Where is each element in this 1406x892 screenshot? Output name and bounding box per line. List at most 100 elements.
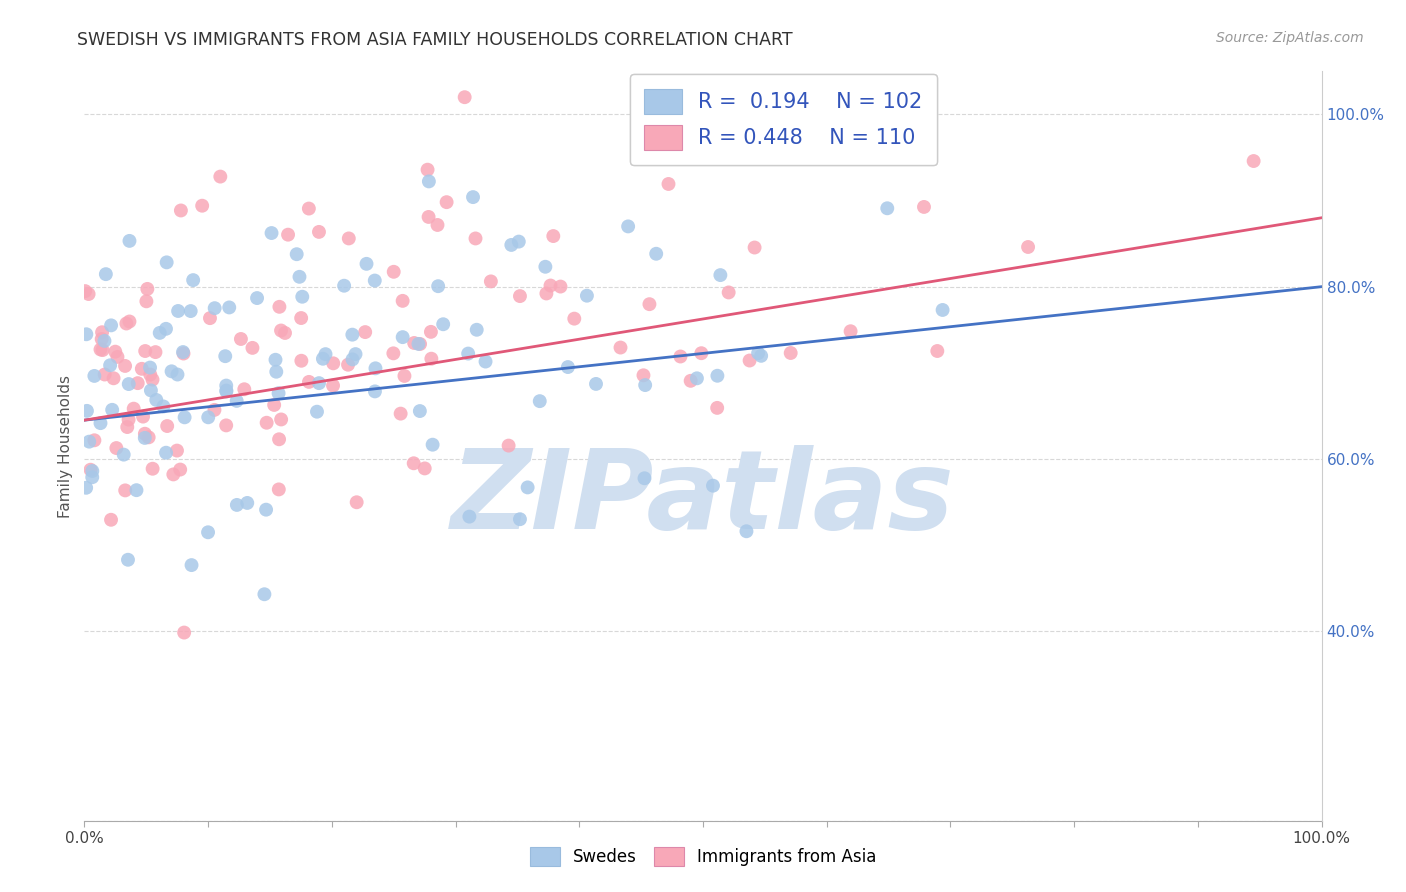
Point bbox=[285, 247, 308, 261]
Point bbox=[263, 398, 285, 412]
Point bbox=[333, 278, 356, 293]
Point bbox=[114, 359, 136, 373]
Text: SWEDISH VS IMMIGRANTS FROM ASIA FAMILY HOUSEHOLDS CORRELATION CHART: SWEDISH VS IMMIGRANTS FROM ASIA FAMILY H… bbox=[77, 31, 793, 49]
Point bbox=[474, 354, 496, 368]
Point bbox=[122, 401, 145, 416]
Point bbox=[91, 343, 114, 357]
Point bbox=[543, 229, 565, 244]
Point bbox=[197, 525, 219, 540]
Point bbox=[458, 509, 481, 524]
Point bbox=[127, 376, 149, 391]
Point bbox=[342, 327, 364, 342]
Point bbox=[686, 371, 709, 385]
Point bbox=[457, 346, 479, 360]
Point bbox=[167, 304, 190, 318]
Point bbox=[253, 587, 276, 601]
Point bbox=[152, 400, 174, 414]
Point bbox=[204, 301, 226, 315]
Point bbox=[413, 461, 436, 475]
Point bbox=[738, 353, 761, 368]
Point bbox=[214, 349, 236, 363]
Point bbox=[132, 409, 155, 424]
Point bbox=[173, 625, 195, 640]
Point bbox=[215, 378, 238, 392]
Point bbox=[354, 325, 377, 339]
Point bbox=[204, 403, 226, 417]
Point bbox=[169, 462, 191, 476]
Point bbox=[267, 483, 290, 497]
Point bbox=[432, 317, 454, 331]
Point bbox=[609, 341, 631, 355]
Point bbox=[162, 467, 184, 482]
Point bbox=[82, 464, 104, 478]
Point bbox=[690, 346, 713, 360]
Point bbox=[82, 470, 104, 484]
Point bbox=[79, 463, 101, 477]
Point bbox=[633, 368, 655, 383]
Point bbox=[170, 203, 193, 218]
Point bbox=[218, 301, 240, 315]
Point bbox=[322, 356, 344, 370]
Point bbox=[155, 322, 177, 336]
Point bbox=[562, 311, 585, 326]
Point bbox=[173, 410, 195, 425]
Point bbox=[356, 257, 378, 271]
Point bbox=[344, 347, 367, 361]
Point bbox=[536, 286, 558, 301]
Point bbox=[215, 384, 238, 399]
Point bbox=[337, 358, 360, 372]
Legend: R =  0.194    N = 102, R = 0.448    N = 110: R = 0.194 N = 102, R = 0.448 N = 110 bbox=[630, 74, 938, 165]
Point bbox=[270, 324, 292, 338]
Point bbox=[402, 456, 425, 470]
Point bbox=[315, 347, 337, 361]
Point bbox=[166, 443, 188, 458]
Point bbox=[461, 190, 484, 204]
Point bbox=[215, 384, 238, 398]
Point bbox=[145, 392, 167, 407]
Point bbox=[534, 260, 557, 274]
Point bbox=[931, 302, 953, 317]
Point bbox=[89, 416, 111, 430]
Point bbox=[706, 401, 728, 415]
Point bbox=[209, 169, 232, 184]
Point bbox=[364, 384, 387, 399]
Point bbox=[669, 350, 692, 364]
Point bbox=[118, 234, 141, 248]
Point bbox=[557, 359, 579, 374]
Point bbox=[101, 402, 124, 417]
Point bbox=[215, 418, 238, 433]
Point bbox=[181, 273, 204, 287]
Text: ZIPatlas: ZIPatlas bbox=[451, 445, 955, 552]
Point bbox=[418, 174, 440, 188]
Point bbox=[779, 346, 801, 360]
Point bbox=[465, 323, 488, 337]
Point bbox=[83, 368, 105, 383]
Point bbox=[501, 238, 523, 252]
Point bbox=[409, 337, 432, 351]
Point bbox=[134, 344, 156, 359]
Point bbox=[645, 246, 668, 260]
Point bbox=[305, 405, 328, 419]
Point bbox=[76, 404, 98, 418]
Point bbox=[115, 317, 138, 331]
Point bbox=[479, 274, 502, 288]
Point bbox=[391, 330, 413, 344]
Legend: Swedes, Immigrants from Asia: Swedes, Immigrants from Asia bbox=[522, 838, 884, 875]
Point bbox=[702, 478, 724, 492]
Point bbox=[585, 376, 607, 391]
Point bbox=[107, 350, 129, 364]
Point bbox=[422, 438, 444, 452]
Point bbox=[516, 480, 538, 494]
Point bbox=[103, 371, 125, 385]
Point bbox=[93, 368, 115, 382]
Point bbox=[225, 393, 247, 408]
Point bbox=[269, 300, 291, 314]
Point bbox=[274, 326, 297, 340]
Point bbox=[142, 461, 165, 475]
Point bbox=[191, 199, 214, 213]
Point bbox=[233, 382, 256, 396]
Point bbox=[709, 268, 731, 282]
Y-axis label: Family Households: Family Households bbox=[58, 375, 73, 517]
Point bbox=[100, 318, 122, 333]
Point bbox=[308, 376, 330, 391]
